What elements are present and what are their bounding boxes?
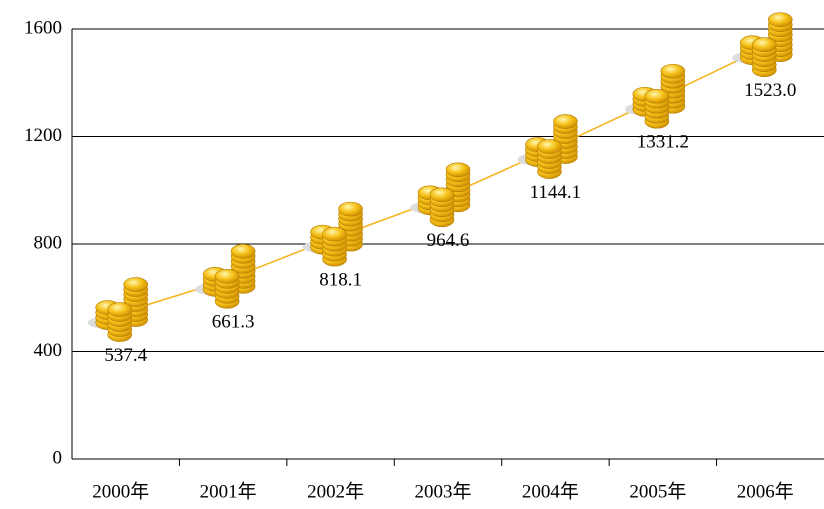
x-tick-label: 2004年 [522, 480, 579, 502]
coin-marker [195, 243, 256, 309]
coin [107, 302, 133, 317]
coin-marker [732, 12, 793, 77]
coin [537, 139, 562, 154]
coin [322, 226, 347, 242]
coin [445, 162, 471, 178]
coin-marker [302, 201, 363, 267]
x-tick-label: 2003年 [414, 480, 471, 502]
y-tick-label: 1600 [24, 17, 62, 38]
coin-marker [410, 162, 471, 228]
x-tick-label: 2000年 [92, 480, 149, 502]
coin-marker [87, 277, 149, 342]
coin [429, 187, 455, 203]
coin [553, 114, 578, 129]
y-tick-label: 800 [34, 232, 63, 253]
x-tick-label: 2006年 [737, 480, 794, 502]
x-tick-label: 2005年 [629, 480, 686, 502]
value-label: 964.6 [427, 230, 470, 251]
value-label: 818.1 [319, 269, 362, 290]
coin-marker [517, 114, 578, 179]
value-label: 1523.0 [744, 80, 796, 101]
coin [767, 12, 793, 27]
coin [123, 277, 149, 292]
y-tick-label: 0 [53, 447, 63, 468]
coin [214, 268, 240, 284]
y-tick-label: 400 [34, 340, 63, 361]
coin [230, 243, 256, 259]
coin-marker [624, 63, 686, 129]
coin [751, 37, 777, 52]
value-label: 661.3 [212, 312, 255, 333]
value-label: 1144.1 [530, 182, 582, 203]
coin [644, 88, 670, 104]
value-label: 537.4 [104, 345, 147, 366]
x-tick-label: 2001年 [200, 480, 257, 502]
y-tick-label: 1200 [24, 125, 62, 146]
coin [338, 201, 363, 217]
value-label: 1331.2 [637, 132, 689, 153]
coin [660, 63, 686, 79]
x-tick-label: 2002年 [307, 480, 364, 502]
